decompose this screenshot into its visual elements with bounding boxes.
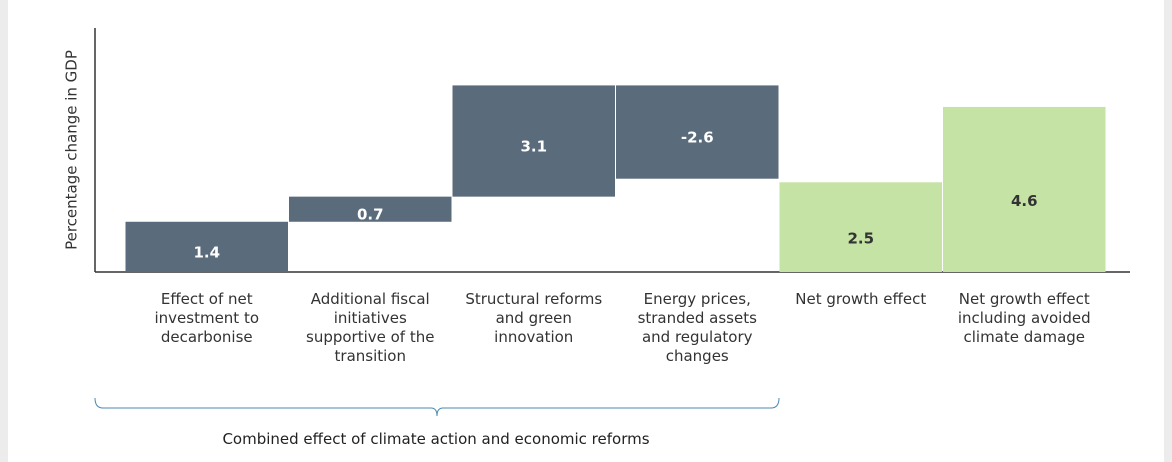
- value-label: 4.6: [1011, 192, 1038, 210]
- bracket: [94, 397, 780, 417]
- x-tick-label: Additional fiscal initiatives supportive…: [306, 290, 435, 365]
- value-label: 2.5: [847, 230, 874, 248]
- x-tick-label: Energy prices, stranded assets and regul…: [637, 290, 757, 365]
- bar: [125, 221, 288, 272]
- x-tick-label: Net growth effect including avoided clim…: [957, 290, 1091, 346]
- value-label: 0.7: [357, 206, 384, 224]
- bar: [779, 182, 942, 272]
- annotation: Combined effect of climate action and ec…: [222, 430, 650, 448]
- bar: [289, 196, 452, 222]
- x-tick-label: Effect of net investment to decarbonise: [154, 290, 260, 346]
- value-label: 1.4: [193, 243, 220, 261]
- bar: [452, 85, 615, 197]
- x-tick-label: Net growth effect: [795, 290, 927, 308]
- x-tick-label: Structural reforms and green innovation: [465, 290, 603, 346]
- value-label: 3.1: [520, 138, 547, 156]
- y-axis-label: Percentage change in GDP: [63, 50, 81, 250]
- bar: [943, 106, 1106, 272]
- bar: [616, 85, 779, 179]
- value-label: -2.6: [681, 129, 714, 147]
